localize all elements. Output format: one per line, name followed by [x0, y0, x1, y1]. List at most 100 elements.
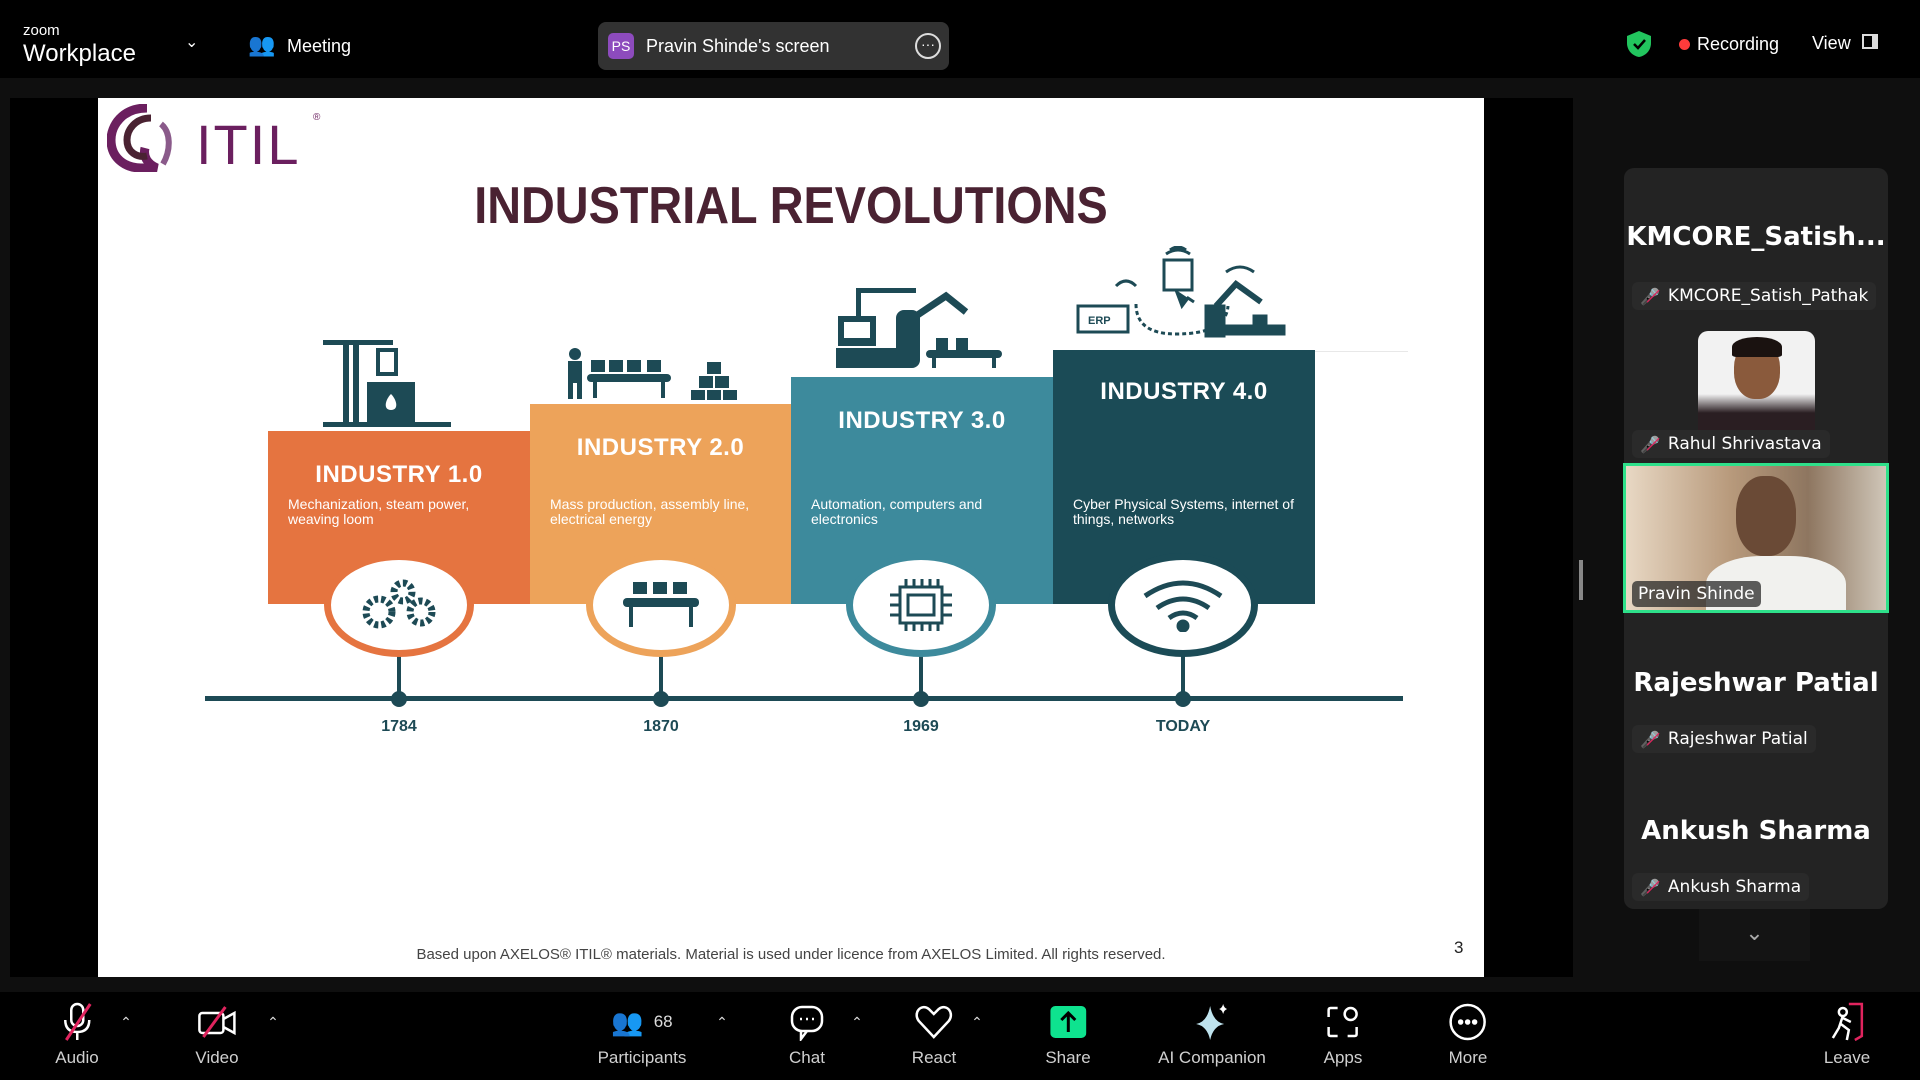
ai-companion-label: AI Companion [1158, 1048, 1266, 1067]
audio-options-caret-icon[interactable]: ⌃ [120, 1014, 132, 1030]
participants-button[interactable]: 👥 68 Participants [598, 1002, 687, 1068]
apps-icon [1326, 1002, 1360, 1042]
mic-muted-icon: 🎤̸ [1640, 434, 1660, 454]
year-label: 1969 [903, 718, 939, 735]
active-speaker-video[interactable]: Pravin Shinde [1623, 463, 1889, 613]
conveyor-icon [586, 553, 736, 657]
view-layout-icon[interactable] [1862, 34, 1878, 49]
presenter-avatar: PS [608, 33, 634, 59]
participant-avatar-photo [1698, 331, 1815, 436]
brand-small: zoom [23, 22, 60, 39]
stage-block-industry-1: INDUSTRY 1.0 Mechanization, steam power,… [268, 431, 530, 604]
screen-share-pill[interactable]: PS Pravin Shinde's screen ··· [598, 22, 949, 70]
ai-sparkle-icon [1194, 1002, 1230, 1042]
leave-label: Leave [1823, 1048, 1871, 1067]
security-shield-icon[interactable] [1626, 30, 1652, 58]
chip-icon [846, 553, 996, 657]
top-bar: zoom Workplace ⌄ 👥 Meeting PS Pravin Shi… [0, 0, 1920, 78]
audio-label: Audio [55, 1048, 99, 1067]
panel-resize-handle[interactable] [1579, 560, 1583, 600]
participant-tile[interactable]: 🎤̸ Rahul Shrivastava [1632, 430, 1830, 458]
video-label: Video [195, 1048, 239, 1067]
participant-name: Ankush Sharma [1667, 877, 1802, 897]
chat-label: Chat [789, 1048, 825, 1067]
slide-page-number: 3 [1454, 938, 1464, 957]
meeting-icon[interactable]: 👥 [248, 32, 276, 57]
more-icon [1449, 1002, 1487, 1042]
share-button[interactable]: Share [1045, 1002, 1091, 1068]
participant-tile[interactable]: 🎤̸ KMCORE_Satish_Pathak [1632, 282, 1877, 310]
assembly-workers-icon [568, 348, 737, 400]
participant-tile[interactable]: 🎤̸ Rajeshwar Patial [1632, 725, 1816, 753]
chevron-down-icon[interactable]: ⌄ [185, 34, 199, 51]
stage-block-industry-3: INDUSTRY 3.0 Automation, computers and e… [791, 377, 1053, 604]
audio-button[interactable]: Audio [55, 1002, 99, 1068]
more-button[interactable]: More [1448, 1002, 1488, 1068]
itil-logo-icon [107, 104, 172, 172]
stage-title: INDUSTRY 2.0 [576, 434, 745, 461]
video-options-caret-icon[interactable]: ⌃ [267, 1014, 279, 1030]
stage-desc: Mechanization, steam power, weaving loom [288, 496, 470, 527]
chat-button[interactable]: Chat [789, 1002, 825, 1068]
participant-count: 68 [653, 1012, 673, 1031]
react-options-caret-icon[interactable]: ⌃ [971, 1014, 983, 1030]
more-options-icon[interactable]: ··· [915, 33, 941, 59]
more-label: More [1448, 1048, 1488, 1067]
chat-options-caret-icon[interactable]: ⌃ [851, 1014, 863, 1030]
share-label: Share [1045, 1048, 1091, 1067]
timeline-dot [653, 691, 669, 707]
factory-furnace-icon [323, 340, 451, 427]
slide-footer: Based upon AXELOS® ITIL® materials. Mate… [416, 946, 1166, 963]
react-label: React [911, 1048, 957, 1067]
registered-mark: ® [313, 112, 321, 123]
participant-name: Rajeshwar Patial [1667, 729, 1808, 749]
slide-title: INDUSTRIAL REVOLUTIONS [474, 177, 1108, 235]
recording-dot-icon [1679, 39, 1690, 50]
gears-icon [324, 553, 474, 657]
chat-icon [789, 1002, 825, 1042]
participant-name: Rahul Shrivastava [1667, 434, 1822, 454]
wifi-icon [1108, 553, 1258, 657]
timeline-line [205, 696, 1403, 701]
stage-desc: Cyber Physical Systems, internet of thin… [1073, 496, 1294, 527]
recording-status[interactable]: Recording [1697, 34, 1780, 54]
stage-desc: Automation, computers and electronics [811, 496, 983, 527]
participant-display-name: Rajeshwar Patial [1633, 668, 1879, 698]
mic-muted-icon: 🎤̸ [1640, 286, 1660, 306]
participants-options-caret-icon[interactable]: ⌃ [716, 1014, 728, 1030]
timeline-dot [1175, 691, 1191, 707]
apps-label: Apps [1323, 1048, 1363, 1067]
share-title: Pravin Shinde's screen [646, 36, 830, 56]
timeline-dot [391, 691, 407, 707]
mic-muted-icon [60, 1002, 94, 1042]
erp-label: ERP [1088, 315, 1111, 327]
year-label: 1870 [643, 718, 679, 735]
participant-display-name: KMCORE_Satish... [1626, 222, 1886, 252]
react-button[interactable]: React [912, 1002, 956, 1068]
year-label: 1784 [381, 718, 417, 735]
participant-tile[interactable]: 🎤̸ Ankush Sharma [1632, 873, 1810, 901]
view-button[interactable]: View [1812, 33, 1851, 53]
apps-button[interactable]: Apps [1323, 1002, 1363, 1068]
participants-label: Participants [597, 1048, 687, 1067]
meeting-menu[interactable]: Meeting [287, 36, 352, 56]
video-off-icon [197, 1002, 237, 1042]
participant-name: KMCORE_Satish_Pathak [1667, 286, 1869, 306]
mic-muted-icon: 🎤̸ [1640, 729, 1660, 749]
itil-logo-text: ITIL [196, 113, 301, 176]
participant-name: Pravin Shinde [1632, 581, 1761, 607]
heart-icon [915, 1002, 953, 1042]
ai-companion-button[interactable]: AI Companion [1158, 1002, 1266, 1068]
scroll-down-chevron-icon[interactable]: ⌄ [1699, 909, 1810, 961]
stage-title: INDUSTRY 3.0 [838, 407, 1006, 434]
year-label: TODAY [1155, 718, 1211, 735]
participant-display-name: Ankush Sharma [1641, 816, 1871, 846]
video-button[interactable]: Video [195, 1002, 239, 1068]
brand-name: Workplace [23, 40, 136, 67]
mic-muted-icon: 🎤̸ [1640, 877, 1660, 897]
stage-title: INDUSTRY 1.0 [315, 461, 483, 488]
leave-button[interactable]: Leave [1824, 1002, 1870, 1068]
stage-desc: Mass production, assembly line, electric… [550, 496, 750, 527]
share-screen-icon [1050, 1002, 1086, 1042]
timeline-dot [913, 691, 929, 707]
